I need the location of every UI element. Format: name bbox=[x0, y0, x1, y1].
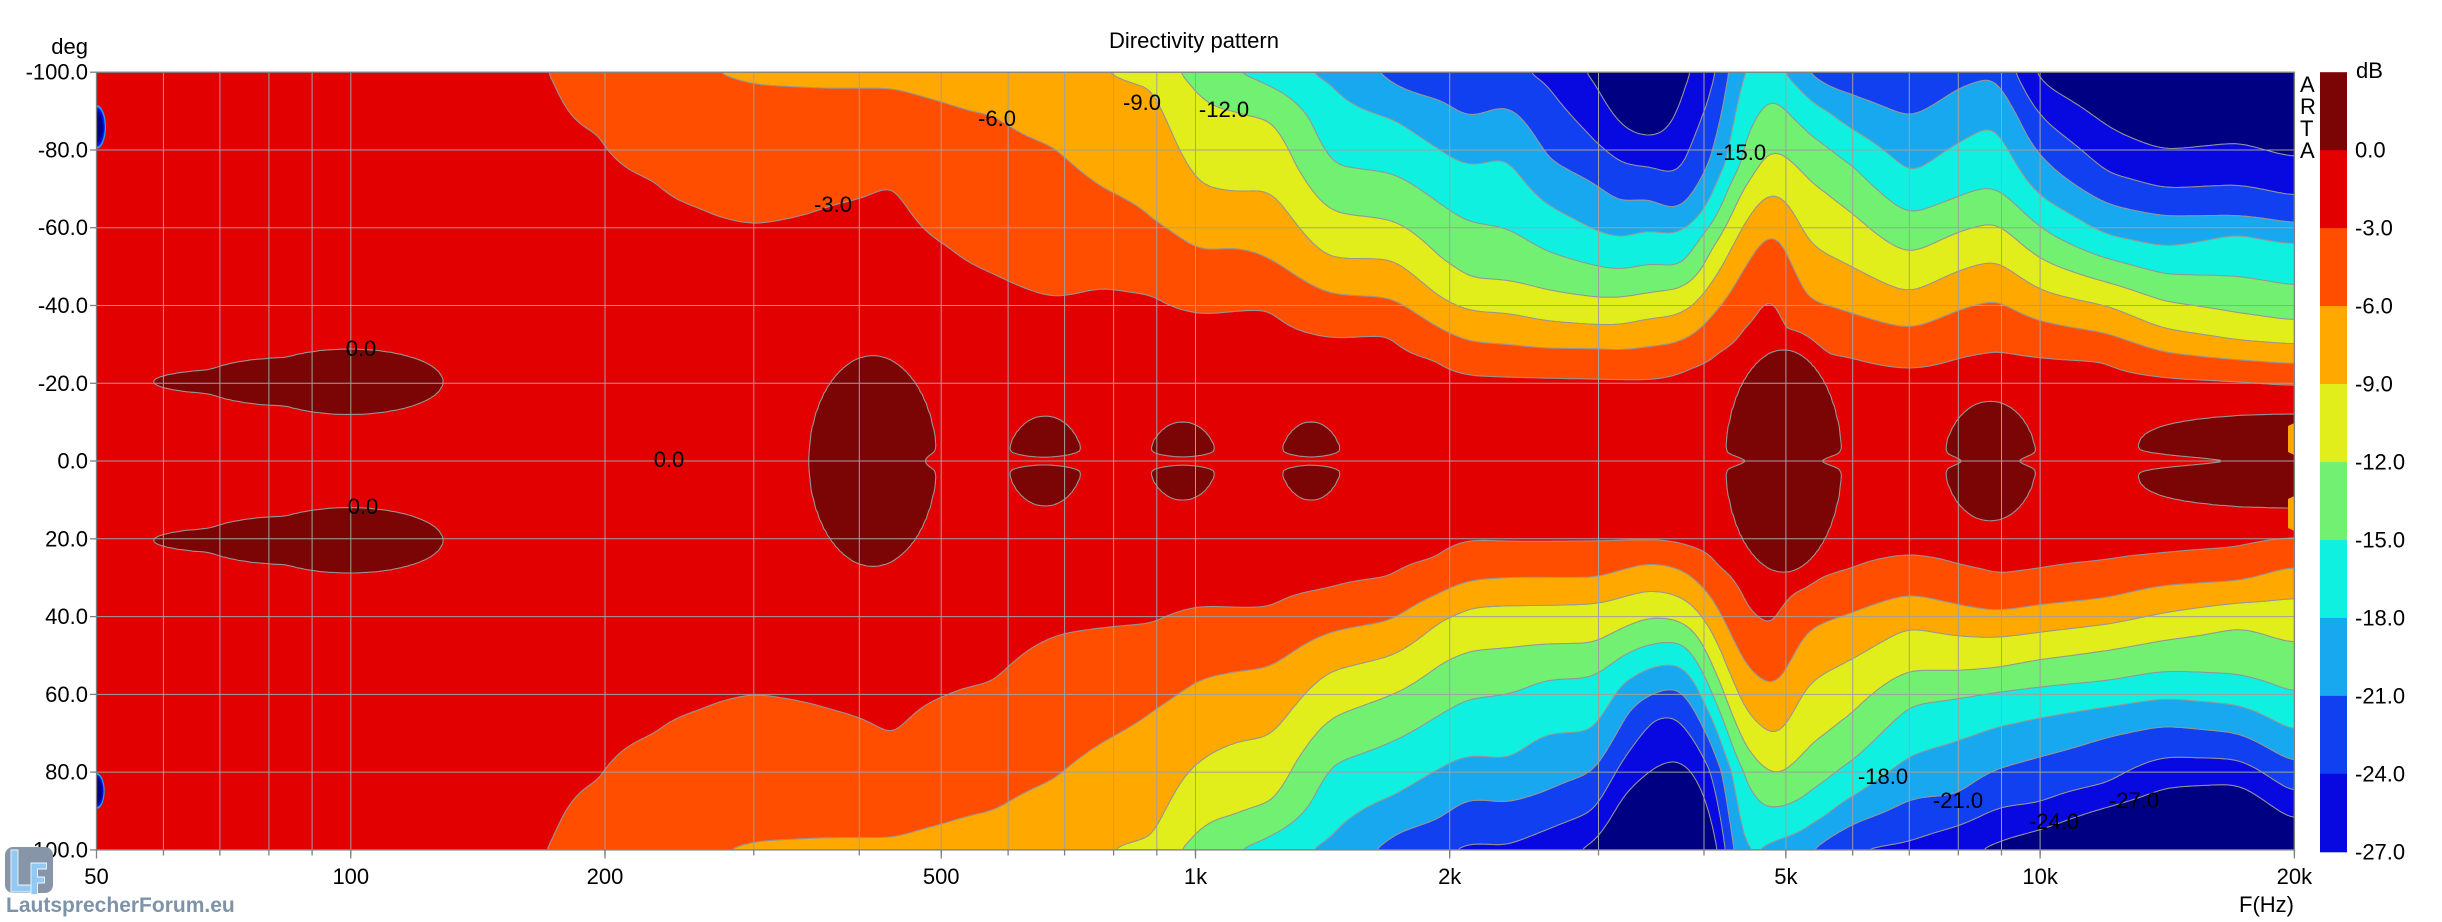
svg-text:40.0: 40.0 bbox=[45, 604, 88, 629]
svg-text:-9.0: -9.0 bbox=[1123, 90, 1161, 115]
svg-text:0.0: 0.0 bbox=[654, 447, 685, 472]
svg-text:0.0: 0.0 bbox=[346, 336, 377, 361]
svg-text:F(Hz): F(Hz) bbox=[2239, 892, 2294, 917]
svg-text:-6.0: -6.0 bbox=[2355, 294, 2393, 319]
svg-text:A: A bbox=[2300, 138, 2315, 163]
svg-text:5k: 5k bbox=[1774, 864, 1798, 889]
svg-text:-60.0: -60.0 bbox=[38, 215, 88, 240]
svg-text:-3.0: -3.0 bbox=[2355, 216, 2393, 241]
svg-text:10k: 10k bbox=[2022, 864, 2058, 889]
svg-text:-15.0: -15.0 bbox=[1716, 140, 1766, 165]
svg-text:-9.0: -9.0 bbox=[2355, 372, 2393, 397]
svg-text:100: 100 bbox=[332, 864, 369, 889]
svg-text:-18.0: -18.0 bbox=[2355, 605, 2405, 630]
svg-text:T: T bbox=[2300, 116, 2313, 141]
svg-text:-12.0: -12.0 bbox=[1199, 97, 1249, 122]
svg-text:60.0: 60.0 bbox=[45, 682, 88, 707]
svg-text:200: 200 bbox=[587, 864, 624, 889]
svg-text:-24.0: -24.0 bbox=[2029, 809, 2079, 834]
svg-text:-27.0: -27.0 bbox=[2109, 788, 2159, 813]
svg-text:LautsprecherForum.eu: LautsprecherForum.eu bbox=[6, 894, 235, 917]
svg-text:-20.0: -20.0 bbox=[38, 371, 88, 396]
svg-text:0.0: 0.0 bbox=[2355, 138, 2386, 163]
svg-text:-12.0: -12.0 bbox=[2355, 450, 2405, 475]
svg-text:80.0: 80.0 bbox=[45, 760, 88, 785]
svg-text:-3.0: -3.0 bbox=[814, 192, 852, 217]
svg-text:20k: 20k bbox=[2277, 864, 2313, 889]
svg-text:-15.0: -15.0 bbox=[2355, 528, 2405, 553]
svg-text:-80.0: -80.0 bbox=[38, 138, 88, 163]
svg-text:0.0: 0.0 bbox=[348, 494, 379, 519]
svg-text:Directivity pattern: Directivity pattern bbox=[1109, 28, 1279, 53]
svg-text:50: 50 bbox=[84, 864, 108, 889]
svg-text:2k: 2k bbox=[1438, 864, 1462, 889]
svg-text:20.0: 20.0 bbox=[45, 526, 88, 551]
svg-text:R: R bbox=[2300, 94, 2316, 119]
svg-text:-21.0: -21.0 bbox=[2355, 683, 2405, 708]
svg-text:deg: deg bbox=[51, 34, 88, 59]
svg-text:-100.0: -100.0 bbox=[26, 60, 88, 85]
svg-text:-6.0: -6.0 bbox=[978, 106, 1016, 131]
svg-text:-40.0: -40.0 bbox=[38, 293, 88, 318]
svg-text:dB: dB bbox=[2356, 58, 2383, 83]
svg-text:1k: 1k bbox=[1184, 864, 1208, 889]
svg-text:-21.0: -21.0 bbox=[1933, 788, 1983, 813]
svg-text:-24.0: -24.0 bbox=[2355, 761, 2405, 786]
svg-text:0.0: 0.0 bbox=[57, 449, 88, 474]
svg-text:A: A bbox=[2300, 72, 2315, 97]
svg-text:500: 500 bbox=[923, 864, 960, 889]
svg-text:-27.0: -27.0 bbox=[2355, 839, 2405, 864]
svg-text:-18.0: -18.0 bbox=[1858, 764, 1908, 789]
